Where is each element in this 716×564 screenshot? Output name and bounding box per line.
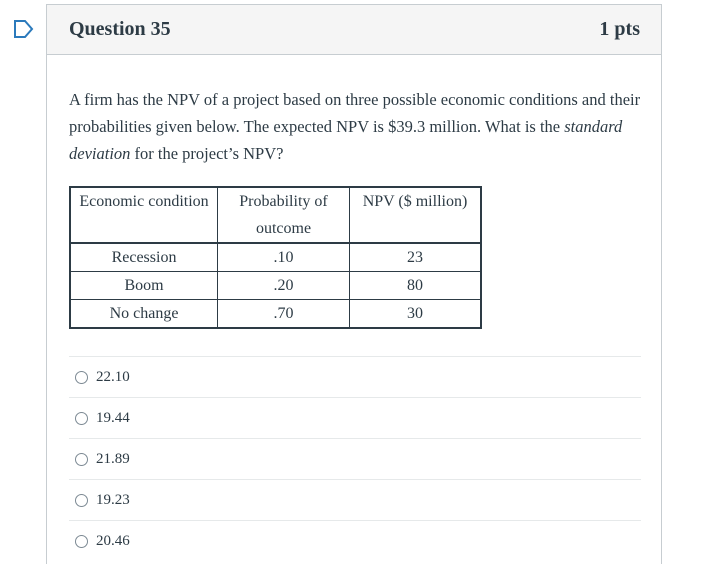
table-cell: 23 <box>349 242 482 272</box>
question-text-part: A firm has the NPV of a project based on… <box>69 90 641 136</box>
table-cell: .20 <box>217 271 350 300</box>
answer-label[interactable]: 19.23 <box>96 491 130 508</box>
question-text: A firm has the NPV of a project based on… <box>69 86 649 167</box>
answer-label[interactable]: 22.10 <box>96 368 130 385</box>
answer-option[interactable]: 19.44 <box>69 397 641 438</box>
table-cell: Boom <box>69 271 218 300</box>
radio-button[interactable] <box>75 493 88 507</box>
radio-button[interactable] <box>75 370 88 384</box>
npv-table: Economic condition Probability of outcom… <box>69 186 482 329</box>
radio-button[interactable] <box>75 411 88 425</box>
table-cell: 80 <box>349 271 482 300</box>
table-cell: .70 <box>217 299 350 329</box>
table-header-row: Economic condition Probability of outcom… <box>69 186 482 244</box>
table-cell: No change <box>69 299 218 329</box>
answer-option[interactable]: 21.89 <box>69 438 641 479</box>
question-points: 1 pts <box>599 18 640 40</box>
column-header: Probability of outcome <box>217 186 350 244</box>
answer-option[interactable]: 19.23 <box>69 479 641 520</box>
table-row: Boom .20 80 <box>69 271 482 300</box>
question-body: A firm has the NPV of a project based on… <box>47 86 661 561</box>
question-title: Question 35 <box>69 18 171 40</box>
question-text-emphasis: standard deviation <box>69 117 623 163</box>
answer-option[interactable]: 22.10 <box>69 356 641 397</box>
radio-button[interactable] <box>75 452 88 466</box>
answer-label[interactable]: 20.46 <box>96 532 130 549</box>
column-header: Economic condition <box>69 186 218 244</box>
answer-option[interactable]: 20.46 <box>69 520 641 561</box>
column-header: NPV ($ million) <box>349 186 482 244</box>
question-header: Question 35 1 pts <box>47 5 661 55</box>
answer-label[interactable]: 19.44 <box>96 409 130 426</box>
bookmark-flag-icon[interactable] <box>13 19 35 39</box>
question-text-part: for the project’s NPV? <box>130 144 284 163</box>
answer-label[interactable]: 21.89 <box>96 450 130 467</box>
question-card: Question 35 1 pts A firm has the NPV of … <box>46 4 662 564</box>
radio-button[interactable] <box>75 534 88 548</box>
table-cell: Recession <box>69 242 218 272</box>
table-cell: .10 <box>217 242 350 272</box>
table-row: Recession .10 23 <box>69 242 482 272</box>
table-cell: 30 <box>349 299 482 329</box>
answer-list: 22.10 19.44 21.89 19.23 20.46 <box>69 356 641 561</box>
table-row: No change .70 30 <box>69 299 482 329</box>
